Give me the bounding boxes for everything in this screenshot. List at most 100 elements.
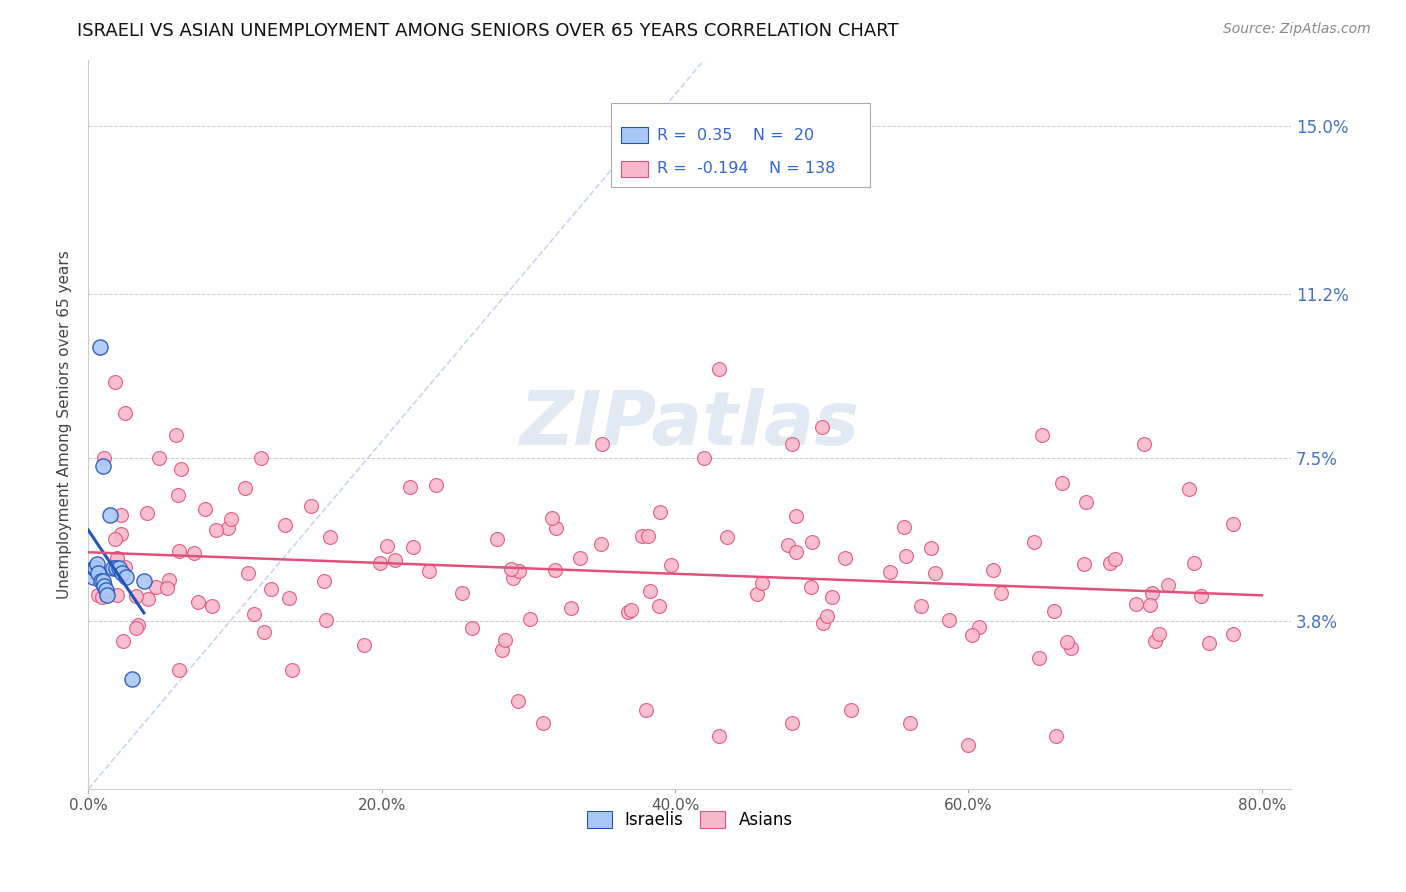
- Point: [353, 638, 375, 652]
- Point: [1045, 729, 1067, 743]
- Point: [110, 508, 132, 522]
- Point: [560, 601, 582, 615]
- Point: [707, 362, 730, 376]
- Point: [93, 450, 115, 465]
- Point: [108, 561, 131, 575]
- Point: [98, 508, 121, 522]
- Point: [1189, 589, 1212, 603]
- Point: [167, 544, 190, 558]
- Point: [1074, 495, 1097, 509]
- Point: [110, 526, 132, 541]
- Point: [1139, 599, 1161, 613]
- Point: [186, 595, 208, 609]
- Point: [811, 615, 834, 630]
- Point: [219, 512, 242, 526]
- Point: [91, 591, 114, 605]
- Point: [243, 607, 266, 622]
- Point: [716, 530, 738, 544]
- Point: [105, 588, 128, 602]
- Point: [167, 488, 190, 502]
- Point: [1222, 516, 1244, 531]
- Text: R =  -0.194    N = 138: R = -0.194 N = 138: [657, 161, 835, 177]
- Point: [544, 563, 567, 577]
- Point: [86, 557, 108, 571]
- Point: [125, 589, 148, 603]
- Point: [402, 541, 425, 555]
- Bar: [621, 128, 648, 144]
- Point: [1060, 641, 1083, 656]
- Point: [782, 437, 804, 451]
- Point: [745, 587, 768, 601]
- Point: [834, 550, 856, 565]
- Point: [384, 553, 406, 567]
- Point: [115, 570, 138, 584]
- Point: [148, 450, 170, 465]
- Point: [659, 558, 682, 573]
- Point: [1022, 534, 1045, 549]
- Point: [810, 419, 832, 434]
- Text: R =  0.35    N =  20: R = 0.35 N = 20: [657, 128, 814, 143]
- Point: [156, 581, 179, 595]
- Point: [125, 621, 148, 635]
- Point: [648, 505, 671, 519]
- Point: [967, 620, 990, 634]
- Point: [634, 703, 657, 717]
- Point: [499, 561, 522, 575]
- Point: [132, 574, 155, 589]
- Point: [96, 588, 118, 602]
- Point: [1198, 636, 1220, 650]
- Point: [921, 541, 943, 555]
- Point: [491, 643, 513, 657]
- Bar: [621, 161, 648, 177]
- Point: [233, 482, 256, 496]
- Point: [1144, 634, 1167, 648]
- Point: [183, 546, 205, 560]
- Point: [821, 591, 844, 605]
- Point: [938, 613, 960, 627]
- Point: [1104, 552, 1126, 566]
- Point: [1098, 556, 1121, 570]
- Point: [200, 599, 222, 613]
- Point: [274, 518, 297, 533]
- Point: [145, 580, 167, 594]
- Point: [114, 559, 136, 574]
- Point: [800, 580, 823, 594]
- Point: [1043, 604, 1066, 618]
- Point: [879, 565, 901, 579]
- Point: [569, 551, 592, 566]
- Point: [751, 575, 773, 590]
- Text: ZIPatlas: ZIPatlas: [520, 388, 859, 461]
- Point: [368, 556, 391, 570]
- Point: [631, 528, 654, 542]
- Text: ISRAELI VS ASIAN UNEMPLOYMENT AMONG SENIORS OVER 65 YEARS CORRELATION CHART: ISRAELI VS ASIAN UNEMPLOYMENT AMONG SENI…: [77, 22, 898, 40]
- Point: [815, 608, 838, 623]
- Point: [94, 583, 117, 598]
- Point: [82, 570, 104, 584]
- Point: [800, 535, 823, 549]
- Point: [83, 561, 105, 575]
- Point: [981, 563, 1004, 577]
- Point: [648, 599, 671, 613]
- FancyBboxPatch shape: [612, 103, 870, 187]
- Point: [281, 663, 304, 677]
- Point: [114, 406, 136, 420]
- Point: [451, 586, 474, 600]
- Point: [105, 550, 128, 565]
- Point: [785, 545, 807, 559]
- Point: [89, 340, 111, 354]
- Point: [508, 694, 530, 708]
- Point: [540, 510, 562, 524]
- Point: [910, 599, 932, 614]
- Point: [1050, 476, 1073, 491]
- Point: [170, 462, 193, 476]
- Point: [1184, 556, 1206, 570]
- Point: [1147, 627, 1170, 641]
- Point: [617, 605, 640, 619]
- Point: [217, 521, 239, 535]
- Point: [299, 499, 322, 513]
- Point: [278, 591, 301, 606]
- Point: [591, 537, 613, 551]
- Point: [962, 628, 984, 642]
- Point: [502, 571, 524, 585]
- Point: [135, 506, 157, 520]
